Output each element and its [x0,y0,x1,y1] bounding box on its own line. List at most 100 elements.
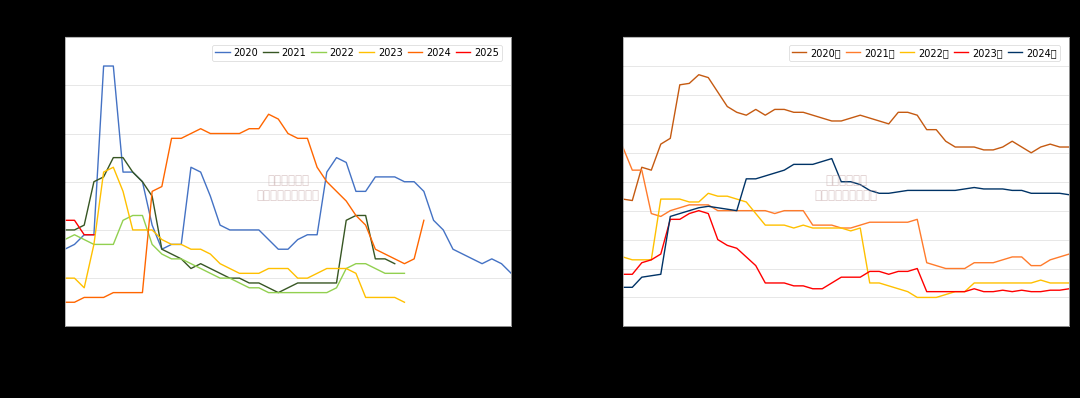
2023年 [750,263,762,268]
2022年 [645,258,658,262]
2024年 [664,214,677,219]
2020年 [1025,150,1038,155]
2020年 [1063,144,1076,149]
2022年 [1015,281,1028,285]
2024年 [910,188,923,193]
2024年 [768,171,781,176]
2020 [389,174,402,179]
2021年 [930,263,943,268]
2023 [156,237,168,242]
2023 [165,242,178,247]
2024 [97,295,110,300]
2021年 [815,223,828,228]
2024 [87,295,100,300]
2020 [214,223,227,228]
2020年 [863,116,876,121]
2020 [126,170,139,174]
2021 [292,281,305,285]
2021年 [996,258,1009,262]
2023 [78,285,91,290]
2021年 [940,266,953,271]
2024 [360,223,373,228]
2024 [417,218,430,223]
2022 [156,252,168,256]
2021 [340,218,353,223]
2024 [350,213,363,218]
2024 [253,126,266,131]
2022年 [892,287,905,291]
2022年 [635,258,648,262]
2023 [185,247,198,252]
2024 [185,131,198,136]
2024 [369,247,382,252]
2021 [136,179,149,184]
2022年 [730,197,743,201]
2021 [58,228,71,232]
2024年 [1015,188,1028,193]
2020年 [617,197,630,201]
2020年 [683,81,696,86]
2020 [87,232,100,237]
2022 [397,271,410,276]
2024年 [873,191,886,196]
2021 [301,281,314,285]
2024年 [740,176,753,181]
2024 [321,179,334,184]
2020年 [1005,139,1018,144]
2020年 [778,107,791,112]
2021年 [910,217,923,222]
2020年 [712,90,725,94]
2024 [126,290,139,295]
2021 [117,155,130,160]
2021年 [664,208,677,213]
2020 [465,256,478,261]
2023年 [692,208,705,213]
2021 [272,290,285,295]
2024年 [635,275,648,279]
2024年 [750,176,762,181]
2023年 [664,217,677,222]
2021年 [901,220,914,224]
2022 [243,285,256,290]
2024 [272,117,285,121]
2022 [330,285,343,290]
2023年 [948,289,961,294]
2023年 [1015,288,1028,293]
2020年 [930,127,943,132]
2024 [243,126,256,131]
2024 [58,300,71,304]
2022年 [882,283,895,288]
2023 [224,266,237,271]
2024 [389,256,402,261]
2023年 [825,281,838,285]
2022年 [1025,281,1038,285]
2021年 [797,208,810,213]
2022年 [940,292,953,297]
2023年 [625,272,638,277]
2023 [311,271,324,276]
Line: 2022: 2022 [65,215,404,293]
2020年 [987,148,1000,152]
2021年 [740,208,753,213]
2020年 [702,75,715,80]
2022 [165,256,178,261]
2022 [78,237,91,242]
2024 [330,189,343,194]
2021 [311,281,324,285]
2020 [446,247,459,252]
2020年 [787,110,800,115]
2021年 [1035,263,1048,268]
2024 [78,295,91,300]
2021年 [683,203,696,207]
2024 [262,112,275,117]
2020 [262,237,275,242]
2022年 [683,199,696,204]
2022 [301,290,314,295]
2024年 [958,187,971,191]
2021 [68,228,81,232]
2020 [427,218,440,223]
2020 [340,160,353,165]
2023年 [882,272,895,277]
2022 [175,256,188,261]
2022 [126,213,139,218]
